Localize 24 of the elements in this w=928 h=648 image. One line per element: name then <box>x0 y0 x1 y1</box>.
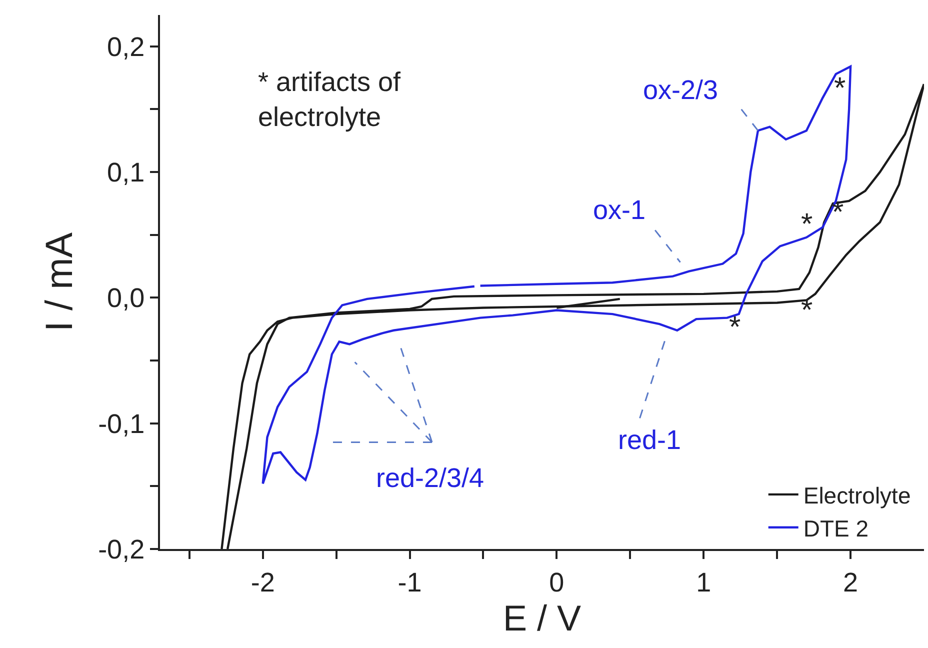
x-tick-label: 2 <box>843 567 858 598</box>
x-tick-label: 1 <box>696 567 712 598</box>
x-tick-label: 0 <box>549 567 564 598</box>
annotation: * <box>801 208 813 241</box>
annotation: ox-2/3 <box>643 75 718 105</box>
y-tick-label: 0,1 <box>107 158 145 188</box>
annotation: ox-1 <box>593 195 646 225</box>
annotation: red-2/3/4 <box>376 463 484 493</box>
annotation: * <box>834 72 846 105</box>
legend-label: Electrolyte <box>803 482 911 508</box>
annotation: red-1 <box>618 425 682 455</box>
y-tick-label: -0,2 <box>98 534 145 564</box>
annotation: * artifacts of electrolyte <box>258 67 402 132</box>
y-axis-title: I / mA <box>38 232 81 332</box>
x-axis-title: E / V <box>502 597 582 638</box>
annotation: * <box>801 294 813 327</box>
y-tick-label: 0,0 <box>107 283 145 314</box>
annotation: * <box>832 196 844 229</box>
x-tick-label: -1 <box>398 567 422 598</box>
x-tick-label: -2 <box>250 567 275 598</box>
legend-label: DTE 2 <box>803 515 869 542</box>
annotation: * <box>729 311 741 344</box>
y-tick-label: 0,2 <box>107 32 145 62</box>
y-tick-label: -0,1 <box>98 408 145 439</box>
